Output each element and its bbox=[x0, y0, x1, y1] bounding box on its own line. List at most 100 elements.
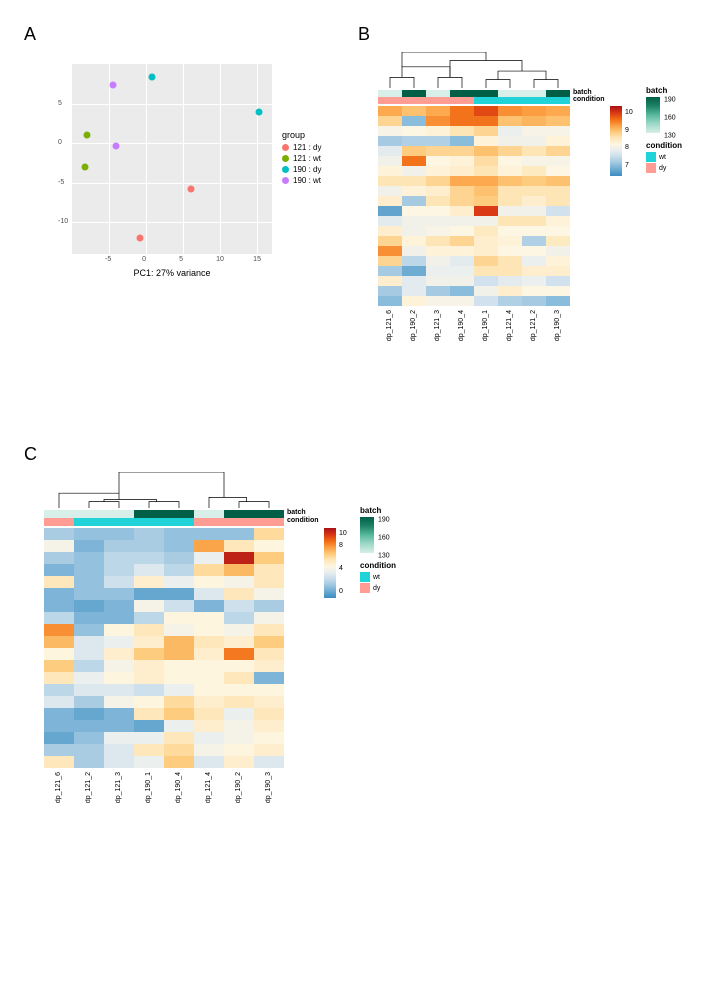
heatmap-cell bbox=[522, 286, 546, 296]
column-label: dp_190_3 bbox=[554, 310, 561, 341]
legend-swatch bbox=[360, 583, 370, 593]
heatmap-cell bbox=[546, 246, 570, 256]
heatmap-cell bbox=[74, 720, 104, 732]
heatmap-cell bbox=[104, 684, 134, 696]
heatmap-cell bbox=[224, 552, 254, 564]
batch-gradient bbox=[360, 517, 374, 553]
heatmap-cell bbox=[194, 612, 224, 624]
heatmap-cell bbox=[450, 256, 474, 266]
heatmap-cell bbox=[522, 226, 546, 236]
heatmap-cell bbox=[134, 744, 164, 756]
heatmap-cell bbox=[402, 276, 426, 286]
colorbar bbox=[610, 106, 622, 176]
dendrogram bbox=[44, 472, 284, 508]
anno-label: condition bbox=[287, 517, 319, 524]
heatmap-cell bbox=[74, 732, 104, 744]
heatmap-cell bbox=[194, 696, 224, 708]
heatmap-cell bbox=[254, 564, 284, 576]
heatmap-cell bbox=[164, 540, 194, 552]
heatmap-cell bbox=[426, 186, 450, 196]
batch-legend-tick: 160 bbox=[664, 115, 676, 122]
heatmap-cell bbox=[254, 552, 284, 564]
heatmap-cell bbox=[402, 156, 426, 166]
heatmap-cell bbox=[104, 756, 134, 768]
heatmap-cell bbox=[450, 176, 474, 186]
heatmap-cell bbox=[474, 146, 498, 156]
condition-legend-title: condition bbox=[646, 141, 682, 150]
x-tick: -5 bbox=[105, 256, 111, 263]
heatmap-cell bbox=[426, 226, 450, 236]
batch-anno bbox=[164, 510, 194, 518]
heatmap-cell bbox=[74, 612, 104, 624]
heatmap-cell bbox=[164, 600, 194, 612]
batch-anno bbox=[224, 510, 254, 518]
batch-anno bbox=[378, 90, 402, 97]
legend-swatch bbox=[646, 163, 656, 173]
heatmap-cell bbox=[134, 588, 164, 600]
panel-b-heatmap: batchconditiondp_121_6dp_190_2dp_121_3dp… bbox=[378, 48, 698, 368]
heatmap-cell bbox=[450, 126, 474, 136]
heatmap-cell bbox=[194, 708, 224, 720]
heatmap-cell bbox=[378, 166, 402, 176]
panel-c-heatmap: batchconditiondp_121_6dp_121_2dp_121_3dp… bbox=[44, 470, 404, 830]
heatmap-cell bbox=[378, 196, 402, 206]
condition-legend-item: dy bbox=[646, 163, 682, 173]
heatmap-cell bbox=[224, 624, 254, 636]
legend-label: 121 : dy bbox=[293, 143, 321, 152]
x-tick: 15 bbox=[253, 256, 261, 263]
heatmap-cell bbox=[474, 286, 498, 296]
heatmap-cell bbox=[426, 196, 450, 206]
heatmap-cell bbox=[194, 624, 224, 636]
heatmap-cell bbox=[164, 528, 194, 540]
colorbar-tick: 10 bbox=[339, 530, 347, 537]
heatmap-cell bbox=[546, 196, 570, 206]
heatmap-cell bbox=[474, 136, 498, 146]
column-label: dp_121_3 bbox=[434, 310, 441, 341]
heatmap-cell bbox=[194, 564, 224, 576]
heatmap-cell bbox=[546, 236, 570, 246]
heatmap-cell bbox=[44, 588, 74, 600]
heatmap-cell bbox=[164, 720, 194, 732]
heatmap-cell bbox=[546, 286, 570, 296]
batch-gradient bbox=[646, 97, 660, 133]
condition-anno bbox=[164, 518, 194, 526]
heatmap-cell bbox=[104, 528, 134, 540]
heatmap-cell bbox=[498, 286, 522, 296]
heatmap-cell bbox=[44, 744, 74, 756]
condition-legend-item: wt bbox=[360, 572, 396, 582]
heatmap-cell bbox=[164, 648, 194, 660]
heatmap-cell bbox=[498, 256, 522, 266]
heatmap-cell bbox=[194, 600, 224, 612]
heatmap-cell bbox=[498, 166, 522, 176]
legend-item: 190 : wt bbox=[282, 176, 321, 185]
batch-anno bbox=[134, 510, 164, 518]
heatmap-cell bbox=[450, 106, 474, 116]
heatmap-cell bbox=[254, 648, 284, 660]
heatmap-cell bbox=[254, 720, 284, 732]
heatmap-cell bbox=[546, 166, 570, 176]
heatmap-cell bbox=[104, 648, 134, 660]
heatmap-cell bbox=[224, 612, 254, 624]
heatmap-cell bbox=[522, 136, 546, 146]
heatmap-cell bbox=[378, 236, 402, 246]
legend-title: group bbox=[282, 130, 321, 140]
colorbar-tick: 8 bbox=[339, 542, 343, 549]
heatmap-cell bbox=[498, 226, 522, 236]
panel-a-label: A bbox=[24, 24, 36, 45]
heatmap-cell bbox=[474, 216, 498, 226]
legend-swatch bbox=[282, 166, 289, 173]
heatmap-cell bbox=[450, 266, 474, 276]
heatmap-cell bbox=[402, 186, 426, 196]
heatmap-cell bbox=[74, 600, 104, 612]
heatmap-cell bbox=[224, 744, 254, 756]
legend-swatch bbox=[360, 572, 370, 582]
heatmap-cell bbox=[194, 528, 224, 540]
heatmap-cell bbox=[522, 106, 546, 116]
heatmap-cell bbox=[224, 636, 254, 648]
heatmap-cell bbox=[378, 206, 402, 216]
heatmap-cell bbox=[44, 528, 74, 540]
column-label: dp_121_6 bbox=[386, 310, 393, 341]
heatmap-cell bbox=[426, 256, 450, 266]
heatmap-cell bbox=[474, 106, 498, 116]
heatmap-cell bbox=[546, 226, 570, 236]
